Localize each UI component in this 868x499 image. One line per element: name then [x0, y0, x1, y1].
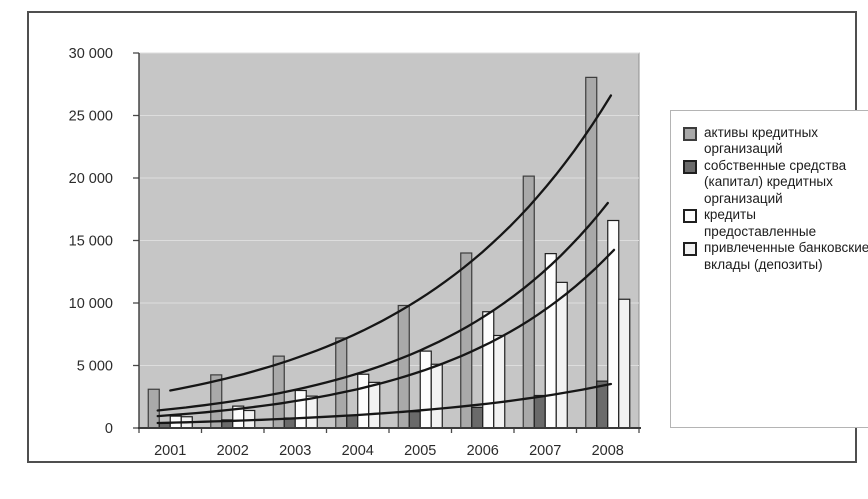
x-tick-label: 2004	[342, 443, 374, 459]
legend-item-assets: активы кредитных организаций	[681, 125, 868, 158]
bar	[357, 373, 370, 429]
y-tick-label: 10 000	[69, 296, 113, 312]
bar	[555, 281, 568, 429]
legend-item-deposits: привлеченные банковские вклады (депозиты…	[681, 240, 868, 273]
bar	[335, 337, 348, 429]
x-tick-label: 2005	[404, 443, 436, 459]
x-tick-label: 2001	[154, 443, 186, 459]
y-axis: 0 5 000 10 000 15 000 20 000 25 000 30 000	[69, 46, 139, 437]
bar	[471, 406, 484, 429]
own-funds-series-swatch-icon	[683, 159, 697, 174]
x-tick-label: 2003	[279, 443, 311, 459]
legend-label-own-funds: собственные средства (капитал) кредитных…	[704, 157, 847, 206]
chart-frame: 0 5 000 10 000 15 000 20 000 25 000 30 000 2001…	[27, 11, 868, 463]
bar-chart-plot: 0 5 000 10 000 15 000 20 000 25 000 30 000 2001…	[69, 46, 641, 459]
x-tick-label: 2007	[529, 443, 561, 459]
bar	[368, 381, 381, 429]
deposits-series-swatch-icon	[683, 242, 697, 257]
trend-curve-series-0	[169, 94, 613, 392]
bar	[460, 252, 473, 429]
bar	[430, 363, 443, 429]
loans-series-swatch-icon	[683, 209, 697, 224]
trend-curve-series-3	[156, 248, 616, 418]
bar	[522, 175, 535, 429]
y-tick-label: 30 000	[69, 46, 113, 62]
trend-curve-series-1	[156, 382, 613, 425]
bar	[618, 298, 631, 429]
y-tick-label: 0	[105, 421, 113, 437]
bar	[544, 253, 557, 429]
x-tick-label: 2006	[467, 443, 499, 459]
legend-label-deposits: привлеченные банковские вклады (депозиты…	[704, 240, 868, 272]
assets-series-swatch-icon	[683, 127, 697, 141]
bar	[397, 304, 410, 429]
x-tick-label: 2002	[217, 443, 249, 459]
bar	[294, 389, 307, 429]
y-tick-label: 25 000	[69, 109, 113, 125]
legend-item-loans: кредиты предоставленные	[681, 207, 868, 240]
bars-series-1	[158, 380, 609, 429]
x-tick-label: 2008	[592, 443, 624, 459]
trend-curves	[156, 94, 616, 425]
legend-label-loans: кредиты предоставленные	[704, 207, 817, 239]
y-tick-label: 5 000	[77, 359, 113, 375]
bar	[419, 350, 432, 429]
y-tick-label: 15 000	[69, 234, 113, 250]
bar	[493, 334, 506, 429]
trend-curve-series-2	[156, 201, 609, 412]
bar	[482, 311, 495, 429]
x-axis-labels: 2001 2002 2003 2004 2005 2006 2007 2008	[154, 443, 624, 459]
bar	[346, 414, 359, 429]
legend-item-own-funds: собственные средства (капитал) кредитных…	[681, 158, 868, 207]
legend-label-assets: активы кредитных организаций	[704, 125, 819, 157]
bar	[533, 394, 546, 429]
bar	[596, 380, 609, 429]
chart-legend: активы кредитных организаций собственные…	[670, 110, 868, 428]
bar	[408, 411, 421, 429]
bar	[305, 395, 318, 429]
y-tick-label: 20 000	[69, 171, 113, 187]
